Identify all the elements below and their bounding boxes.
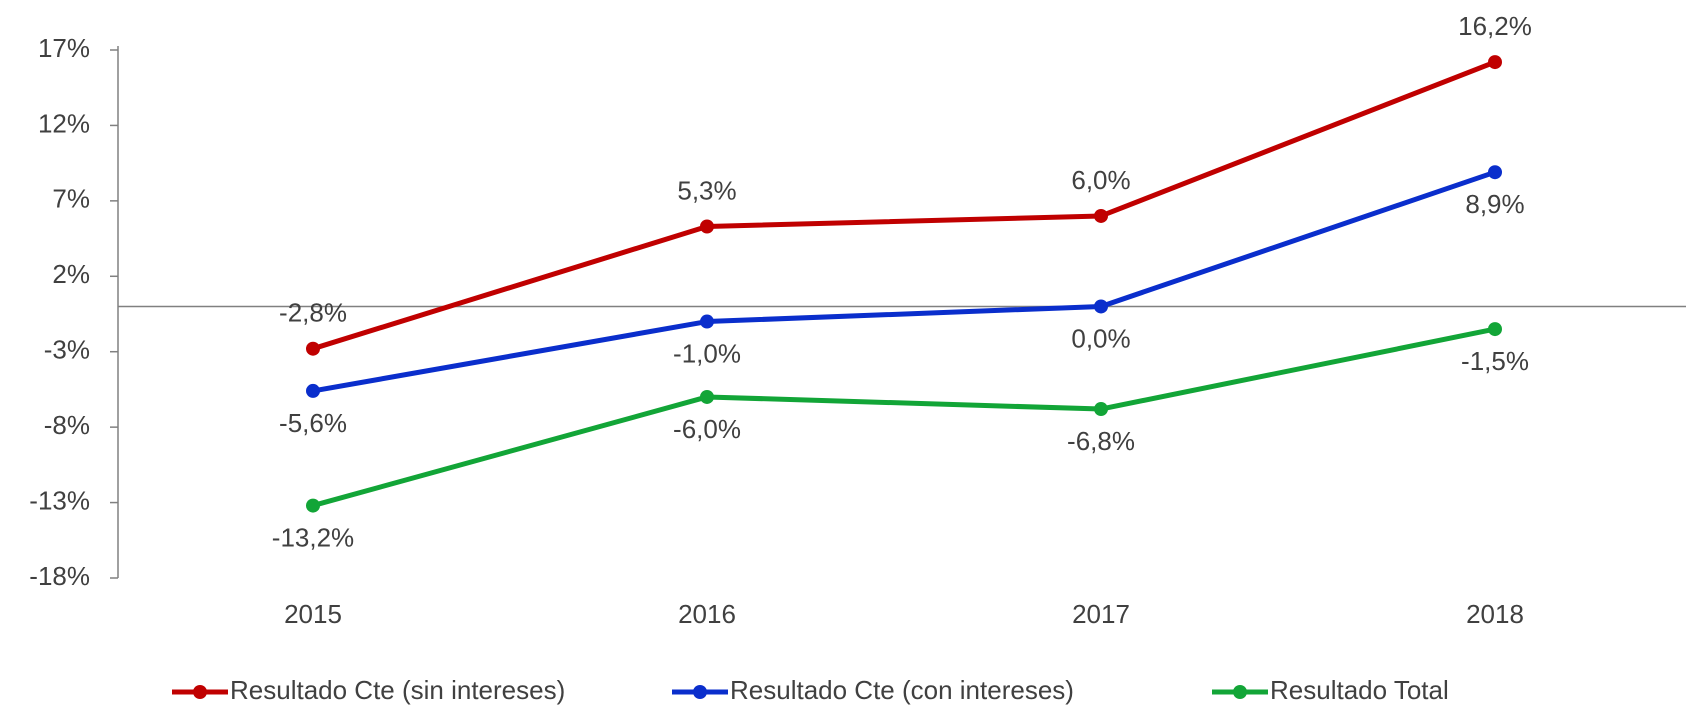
point [1094, 299, 1108, 314]
data-label: -1,5% [1461, 346, 1529, 376]
data-label: 6,0% [1071, 165, 1130, 195]
y-tick-label: 7% [52, 184, 90, 214]
data-label: 5,3% [677, 175, 736, 205]
legend-marker [693, 685, 707, 699]
legend-label: Resultado Cte (sin intereses) [230, 675, 565, 705]
series-line [312, 169, 1496, 394]
legend-label: Resultado Total [1270, 675, 1449, 705]
point [1094, 208, 1108, 223]
series-line [312, 326, 1496, 508]
y-tick-label: 17% [38, 33, 90, 63]
data-label: -2,8% [279, 298, 347, 328]
data-label: -13,2% [272, 522, 354, 552]
y-tick-label: -18% [29, 561, 90, 591]
point [306, 383, 320, 398]
legend-marker [1233, 685, 1247, 699]
data-label: -5,6% [279, 408, 347, 438]
y-tick-label: 12% [38, 108, 90, 138]
data-label: 8,9% [1465, 189, 1524, 219]
point [1488, 55, 1502, 70]
point [306, 498, 320, 513]
x-tick-label: 2016 [678, 599, 736, 629]
point [700, 389, 714, 404]
y-tick-label: 2% [52, 259, 90, 289]
point [1488, 165, 1502, 180]
data-label: 0,0% [1071, 323, 1130, 353]
series-line [312, 59, 1496, 352]
data-label: -1,0% [673, 338, 741, 368]
data-label: -6,8% [1067, 426, 1135, 456]
y-tick-label: -8% [44, 410, 90, 440]
legend-label: Resultado Cte (con intereses) [730, 675, 1074, 705]
x-tick-label: 2018 [1466, 599, 1524, 629]
y-tick-label: -13% [29, 485, 90, 515]
x-tick-label: 2017 [1072, 599, 1130, 629]
point [700, 314, 714, 329]
point [700, 219, 714, 234]
point [306, 341, 320, 356]
x-tick-label: 2015 [284, 599, 342, 629]
data-label: 16,2% [1458, 11, 1532, 41]
point [1094, 402, 1108, 417]
data-label: -6,0% [673, 414, 741, 444]
point [1488, 322, 1502, 337]
y-tick-label: -3% [44, 335, 90, 365]
legend-marker [193, 685, 207, 699]
